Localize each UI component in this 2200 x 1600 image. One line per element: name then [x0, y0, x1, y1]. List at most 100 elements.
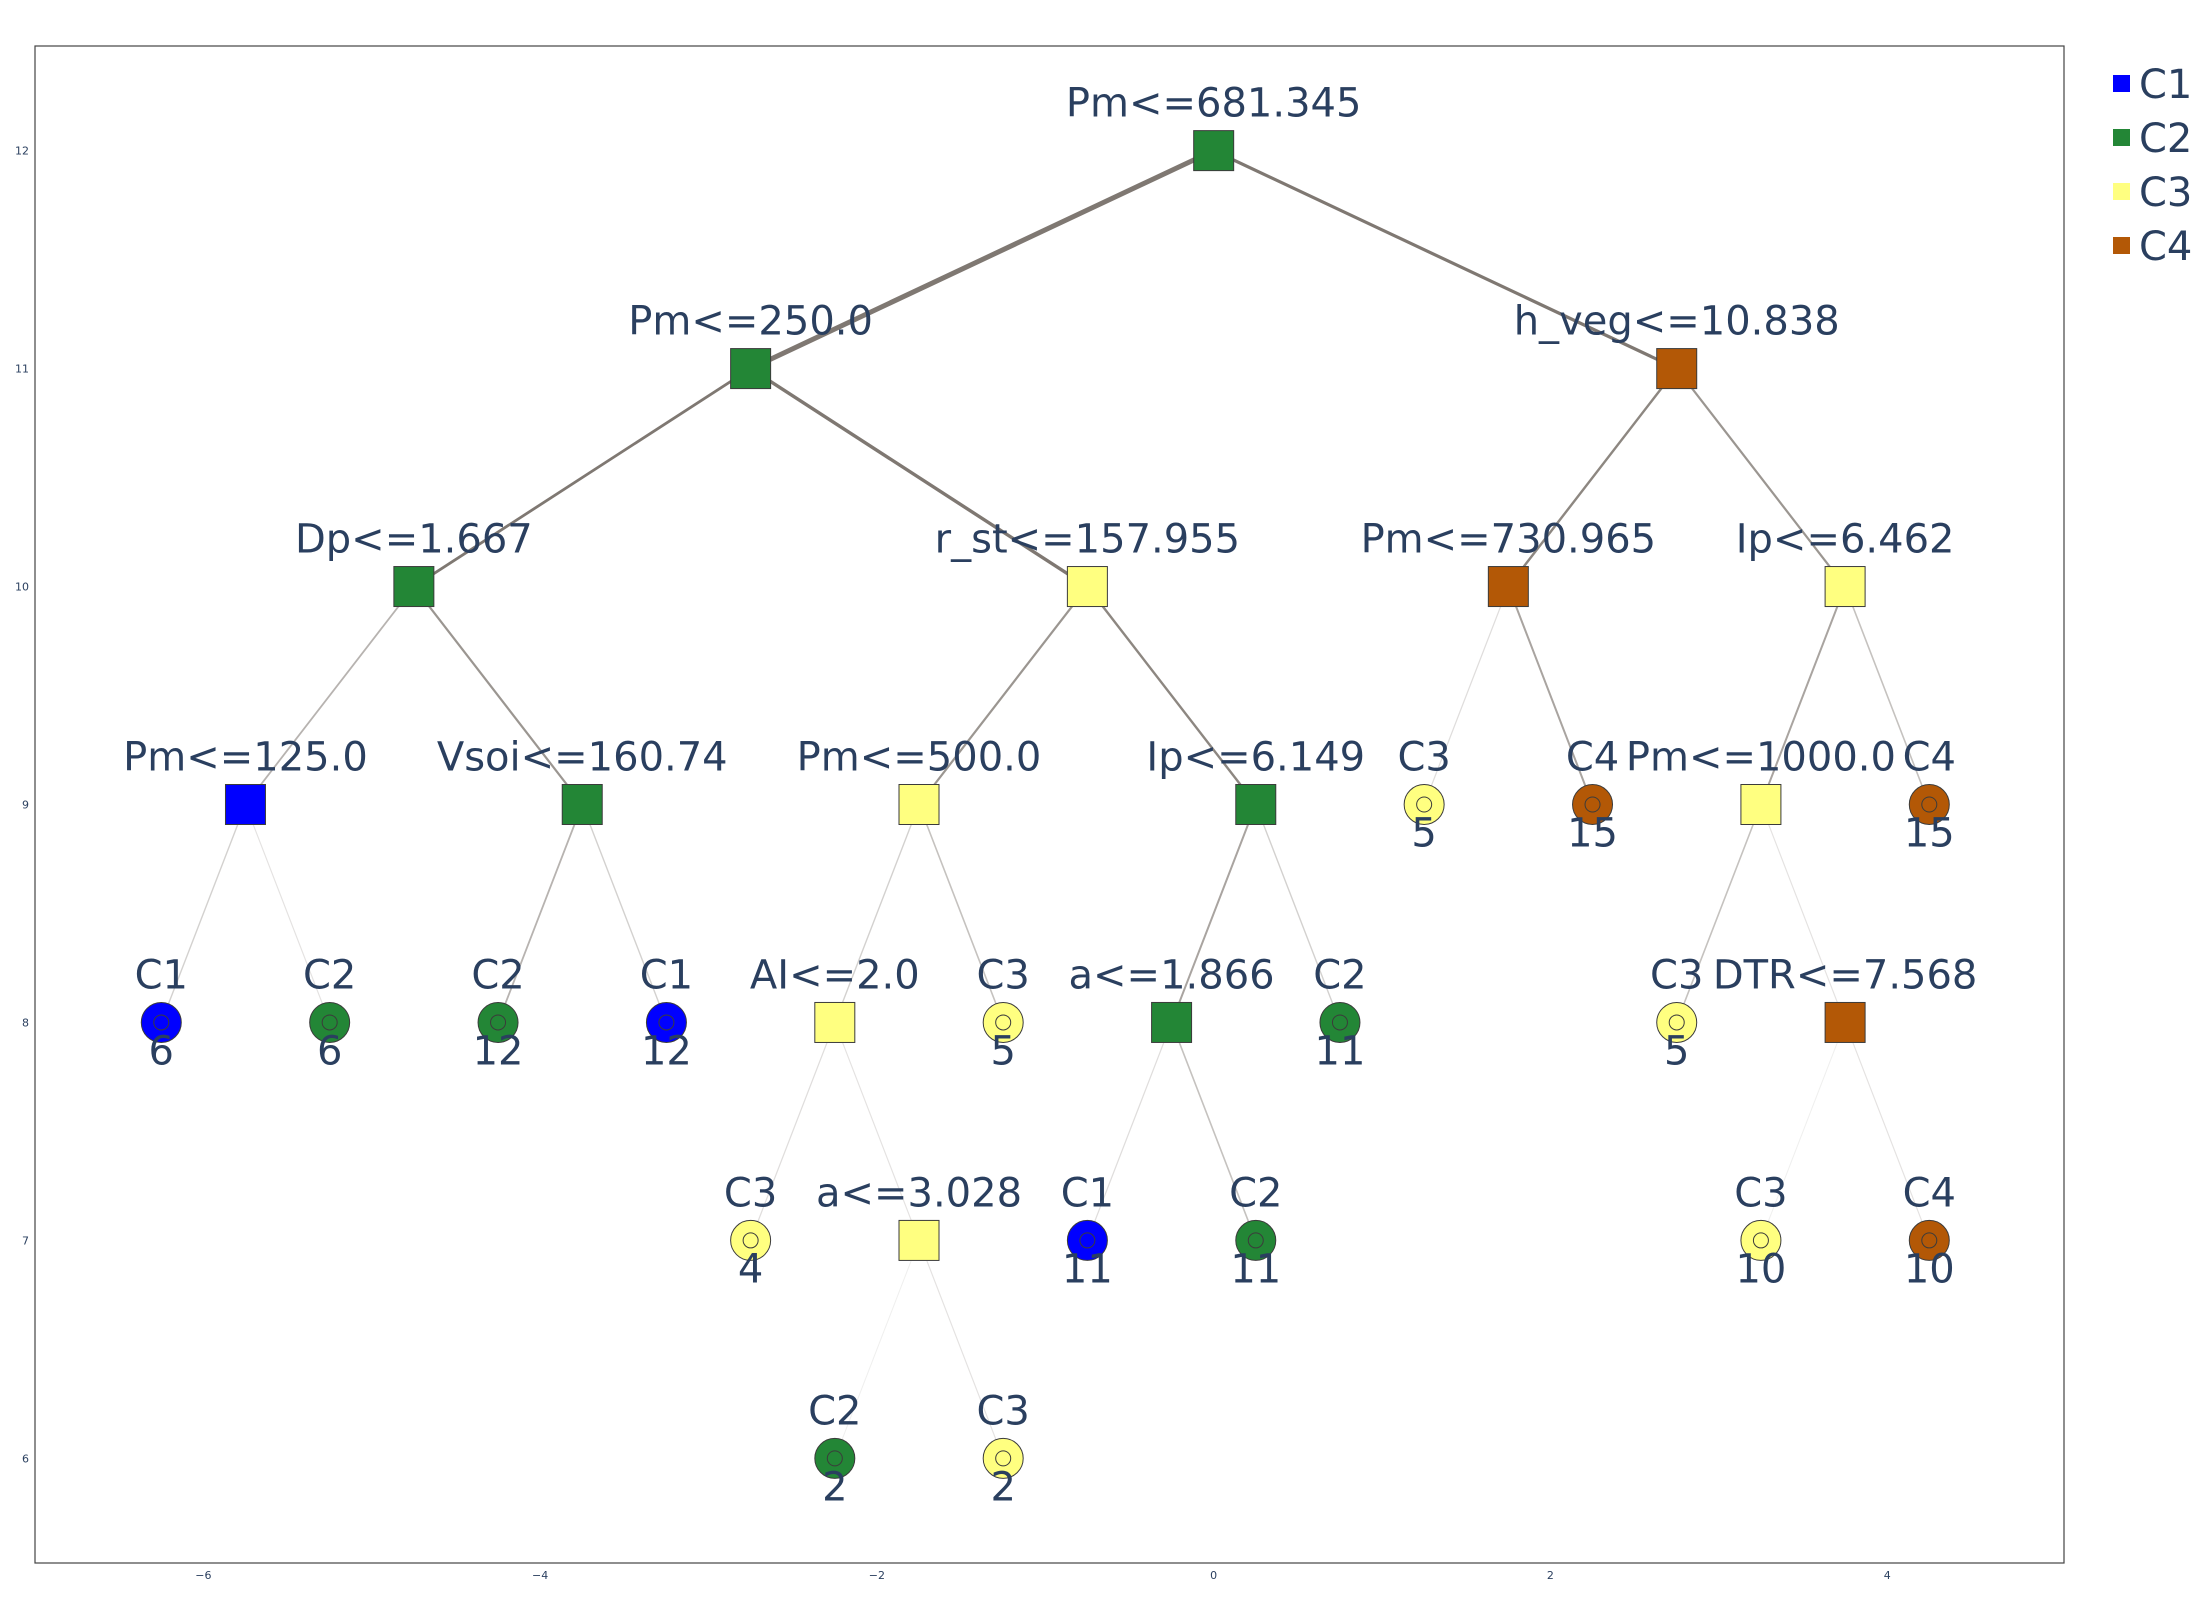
leaf-class-label: C2: [1229, 1170, 1282, 1216]
leaf-sample-count: 2: [990, 1464, 1015, 1510]
tree-edge: [1423, 585, 1509, 806]
legend[interactable]: C1 C2 C3 C4: [2113, 62, 2192, 270]
tree-edge: [918, 803, 1004, 1024]
leaf-node-ring: [1331, 1014, 1348, 1031]
split-node-c3: [1066, 566, 1108, 608]
split-condition-label: Ip<=6.149: [1146, 735, 1365, 781]
split-condition-label: Dp<=1.667: [295, 517, 533, 563]
split-node-c3: [898, 1219, 940, 1261]
leaf-sample-count: 12: [473, 1028, 524, 1074]
tree-edge: [1507, 367, 1678, 588]
leaf-node-c3: [1656, 1001, 1698, 1043]
split-condition-label: Pm<=125.0: [123, 735, 368, 781]
leaf-sample-count: 6: [317, 1028, 342, 1074]
leaf-sample-count: 12: [641, 1028, 692, 1074]
legend-item-c3[interactable]: C3: [2113, 170, 2192, 216]
leaf-node-ring: [490, 1014, 507, 1031]
x-tick-label: 0: [1210, 1569, 1217, 1582]
leaf-sample-count: 4: [738, 1246, 763, 1292]
leaf-class-label: C3: [1650, 952, 1703, 998]
split-condition-label: a<=3.028: [816, 1170, 1022, 1216]
tree-edge: [1086, 1021, 1173, 1242]
leaf-sample-count: 15: [1567, 811, 1618, 857]
split-condition-label: AI<=2.0: [750, 952, 920, 998]
leaf-class-label: C3: [1734, 1170, 1787, 1216]
leaf-node-ring: [742, 1232, 759, 1249]
leaf-node-c1: [645, 1001, 687, 1043]
tree-edge: [497, 803, 584, 1024]
leaf-sample-count: 11: [1062, 1246, 1113, 1292]
labels-layer: Pm<=681.345 Pm<=250.0 h_veg<=10.838 Dp<=1.6…: [123, 81, 1977, 1511]
leaf-sample-count: 5: [1664, 1028, 1689, 1074]
leaf-node-c4: [1908, 784, 1950, 825]
leaf-sample-count: 2: [822, 1464, 847, 1510]
leaf-class-label: C1: [1061, 1170, 1114, 1216]
x-tick-label: 4: [1884, 1569, 1891, 1582]
tree-edge: [1170, 803, 1257, 1024]
leaf-class-label: C2: [808, 1388, 861, 1434]
split-node-c1: [224, 784, 266, 825]
legend-item-c2[interactable]: C2: [2113, 116, 2192, 162]
leaf-node-ring: [995, 1014, 1012, 1031]
tree-edge: [1760, 803, 1846, 1024]
leaf-class-label: C3: [976, 952, 1029, 998]
x-axis-ticks: −6 −4 −2 0 2 4: [195, 1569, 1890, 1582]
leaf-node-ring: [1668, 1014, 1685, 1031]
tree-edge: [834, 1239, 920, 1459]
legend-swatch: [2113, 75, 2130, 92]
tree-edge: [834, 1021, 920, 1241]
tree-edge: [1675, 803, 1762, 1024]
tree-edge: [412, 585, 584, 806]
leaf-class-label: C2: [1313, 952, 1366, 998]
split-node-c2: [1193, 130, 1235, 172]
tree-edge: [834, 803, 920, 1024]
tree-edge: [748, 148, 1217, 372]
leaf-node-ring: [826, 1450, 843, 1467]
leaf-node-ring: [321, 1014, 338, 1031]
tree-edge: [412, 367, 753, 588]
split-node-c3: [898, 784, 940, 825]
leaf-class-label: C3: [976, 1388, 1029, 1434]
split-node-c4: [1656, 348, 1698, 390]
leaf-node-ring: [995, 1450, 1012, 1467]
split-node-c3: [1824, 566, 1866, 608]
split-condition-label: Pm<=250.0: [628, 299, 873, 345]
split-condition-label: h_veg<=10.838: [1514, 299, 1840, 345]
split-condition-label: Ip<=6.462: [1736, 517, 1955, 563]
leaf-sample-count: 11: [1230, 1246, 1281, 1292]
leaf-class-label: C3: [724, 1170, 777, 1216]
leaf-class-label: C3: [1397, 735, 1450, 781]
split-node-c3: [814, 1001, 856, 1043]
split-condition-label: DTR<=7.568: [1713, 952, 1978, 998]
legend-swatch: [2113, 183, 2130, 200]
leaf-node-c4: [1572, 784, 1614, 825]
y-tick-label: 7: [22, 1234, 29, 1247]
tree-edge: [1170, 1021, 1257, 1242]
leaf-class-label: C1: [135, 952, 188, 998]
tree-edge: [581, 803, 668, 1024]
leaf-node-ring: [1584, 796, 1601, 813]
leaf-node-ring: [153, 1014, 170, 1031]
legend-item-c4[interactable]: C4: [2113, 224, 2192, 270]
leaf-sample-count: 15: [1904, 811, 1955, 857]
tree-edge: [750, 1021, 836, 1242]
split-node-c4: [1824, 1001, 1866, 1043]
leaf-node-c3: [730, 1219, 772, 1261]
leaf-node-c1: [1066, 1219, 1108, 1261]
leaf-node-c2: [1319, 1001, 1361, 1043]
legend-item-c1[interactable]: C1: [2113, 62, 2192, 108]
legend-label: C4: [2139, 224, 2192, 270]
leaf-node-c1: [140, 1001, 182, 1043]
tree-edge: [1844, 1021, 1930, 1241]
x-tick-label: −2: [869, 1569, 885, 1582]
leaf-class-label: C2: [303, 952, 356, 998]
x-tick-label: −6: [195, 1569, 211, 1582]
leaf-node-c3: [1740, 1219, 1782, 1261]
leaf-node-c2: [1235, 1219, 1277, 1261]
tree-edge: [1844, 585, 1931, 806]
leaf-node-ring: [1752, 1232, 1769, 1249]
tree-edge: [918, 1239, 1004, 1459]
y-tick-label: 6: [22, 1452, 29, 1465]
